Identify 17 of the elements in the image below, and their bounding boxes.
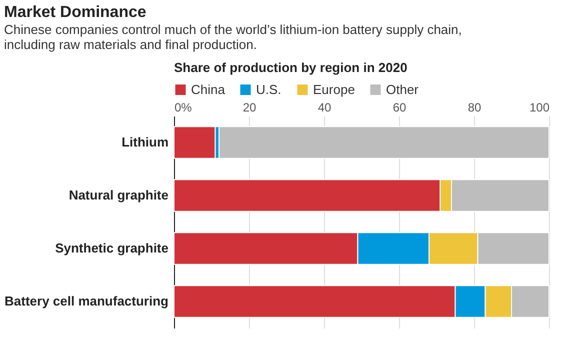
chart-title: Market Dominance (4, 4, 146, 21)
legend-title: Share of production by region in 2020 (174, 60, 408, 75)
chart-subtitle: Chinese companies control much of the world’s lithium-ion battery supply chain, including raw materials and final production. (4, 22, 462, 52)
legend-label: China (191, 82, 226, 97)
x-tick-label: 20 (242, 100, 256, 114)
x-tick-label: 60 (392, 100, 406, 114)
legend-label: U.S. (256, 82, 282, 97)
legend-label: Europe (313, 82, 355, 97)
y-tick-label: Lithium (122, 134, 168, 150)
y-tick-label: Natural graphite (68, 188, 168, 202)
x-tick-label: 40 (318, 100, 332, 114)
x-tick-label: 100 (529, 100, 550, 114)
legend-label: Other (386, 82, 420, 97)
x-tick-label: 80 (468, 100, 482, 114)
y-tick-label: Synthetic graphite (55, 240, 168, 256)
y-tick-label: Battery cell manufacturing (4, 294, 169, 308)
x-tick-label: 0% (174, 100, 192, 114)
